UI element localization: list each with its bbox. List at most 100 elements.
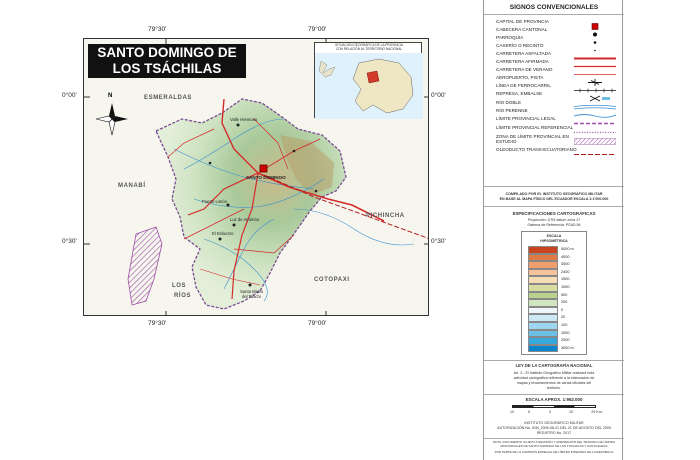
legend-item-label: CARRETERA ASFALTADA: [496, 51, 551, 56]
inset-map: [315, 53, 423, 119]
legend-symbol: [573, 133, 617, 145]
scale-ticks: 10 5 0 10 20 Km.: [506, 410, 606, 416]
legend-divider: [484, 394, 624, 395]
legend-divider: [484, 206, 624, 207]
hypsometric-swatch: [528, 268, 558, 277]
scale-tick: 10: [569, 410, 573, 414]
legend-item-label: LÍMITE PROVINCIAL REFERENCIAL: [496, 125, 574, 130]
location-inset[interactable]: SITUACIÓN GEOGRÁFICA DE LA PROVINCIA CON…: [314, 42, 423, 119]
legend-symbol: [574, 146, 616, 155]
scale-tick: 10: [510, 410, 514, 414]
map-title-box: SANTO DOMINGO DE LOS TSÁCHILAS: [88, 44, 246, 78]
place-valle-hermoso: Valle Hermoso: [230, 117, 258, 122]
footer-line3: REGISTRO No. 2017: [536, 431, 572, 435]
footer-line2: AUTORIZACIÓN No. IGM_2009-08-21 DEL 21 D…: [497, 426, 611, 430]
hypsometric-swatch: [528, 276, 558, 284]
inset-caption-line2: CON RELACIÓN AL TERRITORIO NACIONAL: [335, 46, 403, 51]
inset-caption: SITUACIÓN GEOGRÁFICA DE LA PROVINCIA CON…: [317, 43, 421, 51]
legend-symbol: [574, 115, 616, 125]
legend-symbol: [574, 18, 616, 30]
legend-symbol: [574, 42, 616, 52]
specs-line2: Sistema de Referencia: PSAD 56: [527, 223, 581, 227]
legend-item-label: CARRETERA AFIRMADA: [496, 59, 549, 64]
place-santa-maria-1: Santa María: [240, 289, 263, 294]
law-line2: actividad cartográfica referente a la el…: [513, 376, 595, 380]
legend-item: RÍO DOBLE: [488, 99, 620, 110]
hypsometric-swatch: [528, 344, 558, 353]
legend-item-label: PARROQUIA: [496, 35, 524, 40]
hypsometric-swatch: [528, 299, 558, 307]
law-line3: mapas y levantamientos de cartas oficial…: [516, 381, 592, 385]
hypsometric-swatch: [528, 314, 558, 322]
region-los-rios-2: RÍOS: [174, 293, 192, 299]
longitude-label-bottom-2: 79°00': [308, 320, 327, 327]
legend-divider: [484, 186, 624, 187]
legend-item: CARRETERA ASFALTADA: [488, 50, 620, 60]
hypsometric-box: [521, 231, 587, 355]
scale-bar: [512, 405, 596, 408]
legend-symbol: [574, 58, 616, 68]
hypsometric-swatch: [528, 329, 558, 338]
hypsometric-swatch: [528, 322, 558, 330]
legend-item: RÍO PERENNE: [488, 107, 620, 118]
legend-item: LÍNEA DE FERROCARRIL: [488, 82, 620, 93]
hypsometric-swatch: [528, 337, 558, 345]
hypsometric-value: 0: [561, 307, 564, 312]
hypsometric-swatch: [528, 306, 558, 315]
legend-item-label: CAPITAL DE PROVINCIA: [496, 19, 549, 24]
longitude-label-bottom-1: 79°30': [148, 320, 167, 327]
legend-item-label: LÍMITE PROVINCIAL LEGAL: [496, 116, 556, 121]
region-cotopaxi: COTOPAXI: [314, 277, 350, 283]
place-el-esfuerzo: El Esfuerzo: [212, 231, 234, 236]
latitude-label-right-1: 0°00': [431, 92, 446, 99]
legend-symbol: [573, 99, 617, 110]
dam-icon: [574, 90, 616, 102]
legend-panel: SIGNOS CONVENCIONALES CAPITAL DE PROVINC…: [483, 0, 624, 460]
legend-item-label: CABECERA CANTONAL: [496, 27, 548, 32]
north-label: N: [108, 93, 113, 99]
hypsometric-swatch: [528, 291, 558, 300]
north-arrow-icon: [95, 103, 128, 136]
hypsometric-value: 2000: [561, 338, 570, 343]
hypsometric-value: 3000 m: [561, 345, 574, 350]
map-title-line1: SANTO DOMINGO DE: [97, 45, 237, 60]
footer-line1: INSTITUTO GEOGRÁFICO MILITAR: [524, 421, 584, 425]
scale-tick: 0: [549, 410, 551, 414]
latitude-label-left-1: 0°00': [62, 92, 77, 99]
region-pichincha: PICHINCHA: [366, 213, 405, 219]
map-canvas: [84, 39, 428, 315]
legend-symbol: [574, 50, 616, 60]
hypsometric-swatch: [528, 284, 558, 292]
map-title-line2: LOS TSÁCHILAS: [112, 61, 222, 76]
legend-item-label: LÍNEA DE FERROCARRIL: [496, 83, 551, 88]
place-capital: SANTO DOMINGO: [246, 175, 286, 180]
legend-item: CARRETERA DE VERANO: [488, 66, 620, 76]
disputed-zone: [127, 226, 163, 306]
place-santa-maria-2: del Toachi: [242, 294, 261, 299]
hypsometric-value: 100: [561, 323, 568, 327]
plane-icon: [574, 74, 616, 86]
longitude-label-top-1: 79°30': [148, 26, 167, 33]
region-manabi: MANABÍ: [118, 183, 146, 189]
compiled-line1: COMPILADO POR EL INSTITUTO GEOGRÁFICO MI…: [505, 192, 603, 196]
legend-item: CARRETERA AFIRMADA: [488, 58, 620, 68]
legend-item: OLEODUCTO TRANS-ECUATORIANO: [488, 146, 620, 156]
legend-item-label: RÍO DOBLE: [496, 100, 522, 105]
legend-item-label: AEROPUERTO, PISTA: [496, 75, 544, 80]
specs-line1: Proyección: UTM datum zona 17: [527, 218, 581, 222]
inset-caption-line1: SITUACIÓN GEOGRÁFICA DE LA PROVINCIA: [335, 43, 403, 47]
legend-symbol: [574, 82, 616, 93]
law-line4: territorio.: [546, 386, 562, 390]
legend-item: CAPITAL DE PROVINCIA: [488, 18, 620, 30]
map-frame[interactable]: SANTO DOMINGO DE LOS TSÁCHILAS N ESMERAL…: [83, 38, 429, 316]
capital-marker: [259, 164, 268, 173]
latitude-label-right-2: 0°30': [431, 238, 446, 245]
law-title: LEY DE LA CARTOGRAFÍA NACIONAL: [515, 363, 593, 368]
scale-title: ESCALA APROX. 1:962.000: [525, 397, 583, 402]
latitude-label-left-2: 0°30': [62, 238, 77, 245]
parish-markers: [208, 123, 318, 287]
hypsometric-value: 2400: [561, 269, 570, 274]
hypsometric-value: 20: [561, 315, 566, 320]
hypsometric-value: 5000 m: [561, 247, 574, 251]
region-esmeraldas: ESMERALDAS: [144, 95, 193, 101]
